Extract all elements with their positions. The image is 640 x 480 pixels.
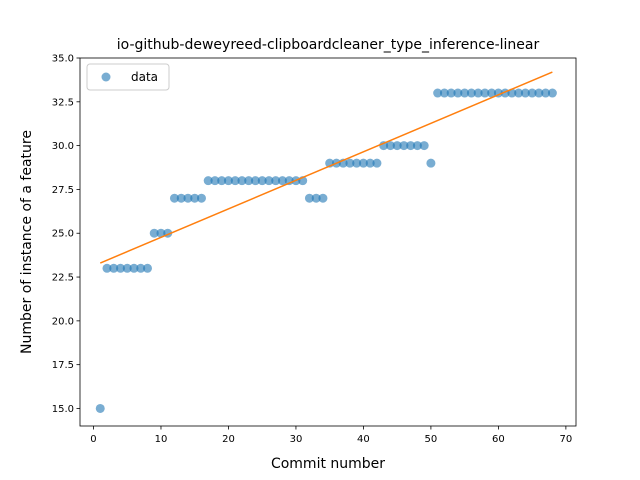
data-point (217, 176, 227, 186)
data-point (426, 158, 436, 168)
data-point (419, 141, 429, 151)
data-point (109, 263, 119, 273)
data-point (318, 193, 328, 203)
x-tick-label: 0 (90, 434, 96, 445)
plot-area (79, 57, 577, 427)
data-point (480, 88, 490, 98)
data-point (237, 176, 247, 186)
legend-label: data (131, 70, 158, 84)
y-tick-label: 27.5 (52, 185, 74, 196)
data-point (196, 193, 206, 203)
data-point (527, 88, 537, 98)
data-point (358, 158, 368, 168)
axes-frame (79, 57, 577, 427)
x-tick-label: 40 (357, 434, 370, 445)
data-point (453, 88, 463, 98)
data-point (149, 228, 159, 238)
x-axis-ticks: 0 10 20 30 40 50 60 70 (90, 426, 572, 445)
data-point (250, 176, 260, 186)
data-point (142, 263, 152, 273)
data-point (399, 141, 409, 151)
legend-box (86, 63, 170, 91)
data-point (277, 176, 287, 186)
data-point (264, 176, 274, 186)
data-point (129, 263, 139, 273)
fit-line (99, 71, 553, 264)
x-tick-label: 10 (155, 434, 168, 445)
y-axis-label: Number of instance of a feature (19, 130, 35, 354)
data-point (473, 88, 483, 98)
x-tick-label: 50 (425, 434, 438, 445)
data-point (210, 176, 220, 186)
data-point (352, 158, 362, 168)
data-point (190, 193, 200, 203)
y-tick-label: 25.0 (52, 229, 74, 240)
data-point (136, 263, 146, 273)
data-point (183, 193, 193, 203)
legend-marker (101, 72, 111, 82)
data-point (230, 176, 240, 186)
data-point (365, 158, 375, 168)
data-point (412, 141, 422, 151)
data-point (311, 193, 321, 203)
data-point (547, 88, 557, 98)
x-tick-label: 30 (290, 434, 303, 445)
legend: data (86, 63, 170, 91)
data-point (487, 88, 497, 98)
data-point (466, 88, 476, 98)
x-axis-label: Commit number (271, 456, 385, 472)
data-point (514, 88, 524, 98)
x-tick-label: 20 (222, 434, 235, 445)
data-point (372, 158, 382, 168)
data-point (406, 141, 416, 151)
y-tick-label: 35.0 (52, 54, 74, 65)
data-point (460, 88, 470, 98)
data-point (439, 88, 449, 98)
data-point (122, 263, 132, 273)
y-tick-label: 22.5 (52, 273, 74, 284)
y-tick-label: 17.5 (52, 360, 74, 371)
data-point (223, 176, 233, 186)
data-point (385, 141, 395, 151)
chart-title: io-github-deweyreed-clipboardcleaner_typ… (117, 37, 540, 53)
data-point (95, 403, 105, 413)
data-point (345, 158, 355, 168)
y-tick-label: 30.0 (52, 141, 74, 152)
x-tick-label: 60 (492, 434, 505, 445)
data-point (534, 88, 544, 98)
data-point (271, 176, 281, 186)
y-tick-label: 32.5 (52, 97, 74, 108)
data-point (520, 88, 530, 98)
data-point (169, 193, 179, 203)
data-point (115, 263, 125, 273)
data-point (304, 193, 314, 203)
y-axis-ticks: 15.0 17.5 20.0 22.5 25.0 27.5 30.0 32.5 35.0 (52, 54, 80, 415)
data-point (392, 141, 402, 151)
data-point (257, 176, 267, 186)
data-point (102, 263, 112, 273)
data-point (244, 176, 254, 186)
data-point (433, 88, 443, 98)
data-point (446, 88, 456, 98)
data-point (176, 193, 186, 203)
y-tick-label: 20.0 (52, 316, 74, 327)
x-tick-label: 70 (560, 434, 573, 445)
data-point (203, 176, 213, 186)
data-point (156, 228, 166, 238)
y-tick-label: 15.0 (52, 404, 74, 415)
data-point (541, 88, 551, 98)
data-point (379, 141, 389, 151)
